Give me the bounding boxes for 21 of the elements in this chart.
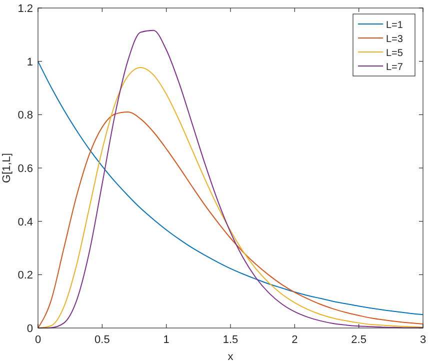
x-tick-label: 2 xyxy=(292,334,298,346)
x-tick-label: 3 xyxy=(420,334,426,346)
legend-label: L=1 xyxy=(386,20,404,31)
legend-label: L=7 xyxy=(386,62,404,73)
y-tick-label: 0.6 xyxy=(18,163,33,175)
legend-label: L=5 xyxy=(386,48,404,59)
legend-label: L=3 xyxy=(386,34,404,45)
y-tick-label: 0.2 xyxy=(18,270,33,282)
y-tick-label: 0.4 xyxy=(18,216,33,228)
line-series xyxy=(38,112,424,328)
y-tick-label: 1 xyxy=(26,56,33,68)
x-tick-label: 0.5 xyxy=(94,334,110,346)
y-tick-label: 0 xyxy=(26,323,33,335)
y-tick-label: 1.2 xyxy=(18,3,33,15)
x-tick-label: 1 xyxy=(163,334,170,346)
y-axis-title: G[1,L] xyxy=(1,153,13,183)
y-tick-label: 0.8 xyxy=(18,110,33,122)
x-axis-title: x xyxy=(228,351,234,363)
x-tick-label: 0 xyxy=(34,334,42,346)
x-tick-label: 2.5 xyxy=(351,334,366,346)
x-tick-label: 1.5 xyxy=(222,334,238,346)
